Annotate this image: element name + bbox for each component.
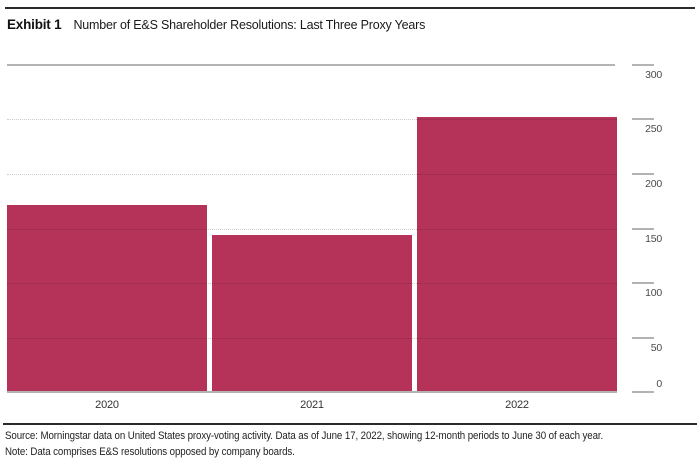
y-tick-50 — [632, 337, 654, 339]
gridline-250 — [7, 119, 617, 120]
y-tick-label-50: 50 — [650, 342, 662, 354]
y-tick-250 — [632, 118, 654, 120]
y-tick-100 — [632, 282, 654, 284]
x-axis: 2020 2021 2022 — [7, 397, 617, 413]
x-tick-label-2020: 2020 — [95, 399, 119, 411]
y-tick-label-200: 200 — [645, 178, 662, 190]
top-rule — [5, 7, 695, 9]
y-tick-label-0: 0 — [656, 378, 662, 390]
gridline-200 — [7, 174, 617, 175]
bar-2022 — [417, 117, 617, 392]
bar-2020 — [7, 205, 207, 392]
gridline-300 — [7, 64, 615, 66]
gridline-0 — [7, 391, 617, 393]
bar-2021 — [212, 235, 412, 392]
y-tick-300 — [632, 64, 654, 66]
data-note: Note: Data comprises E&S resolutions opp… — [5, 446, 295, 458]
exhibit-title: Number of E&S Shareholder Resolutions: L… — [73, 18, 426, 32]
plot-area — [7, 64, 617, 393]
gridline-150 — [7, 229, 617, 230]
y-tick-label-300: 300 — [645, 69, 662, 81]
x-tick-label-2021: 2021 — [300, 399, 324, 411]
footer-rule — [3, 423, 697, 425]
source-note: Source: Morningstar data on United State… — [5, 430, 604, 442]
exhibit-label: Exhibit 1 — [7, 17, 62, 32]
y-tick-label-100: 100 — [645, 287, 662, 299]
y-axis: 300 250 200 150 100 50 0 — [625, 64, 670, 410]
gridline-100 — [7, 283, 617, 284]
y-tick-150 — [632, 228, 654, 230]
y-tick-label-150: 150 — [645, 233, 662, 245]
y-tick-label-250: 250 — [645, 123, 662, 135]
exhibit-header: Exhibit 1 Number of E&S Shareholder Reso… — [7, 17, 425, 32]
gridline-50 — [7, 338, 617, 339]
x-tick-label-2022: 2022 — [505, 399, 529, 411]
y-tick-200 — [632, 173, 654, 175]
y-tick-0 — [632, 391, 654, 393]
